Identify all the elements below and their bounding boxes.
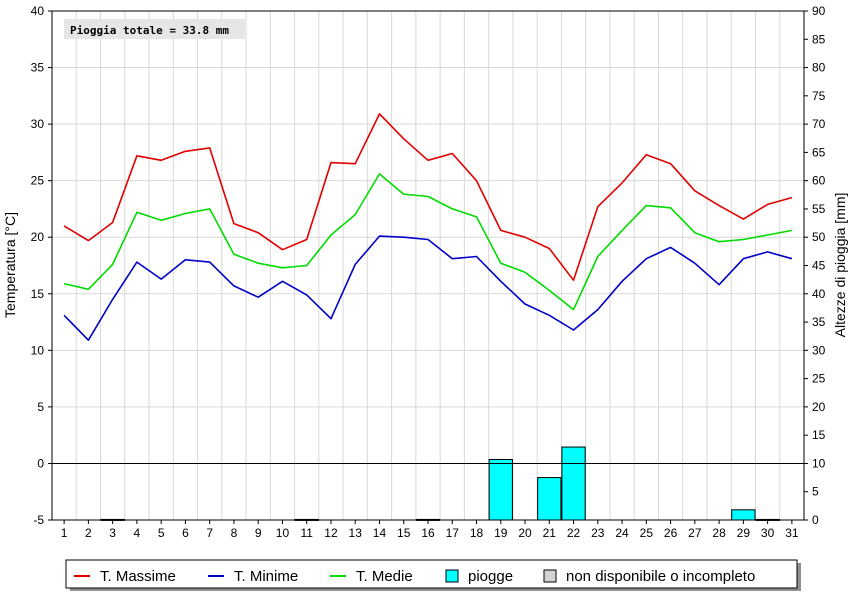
x-tick-label: 18	[470, 526, 484, 540]
x-tick-label: 24	[615, 526, 629, 540]
rain-bar-day-19	[488, 458, 513, 521]
x-tick-label: 12	[324, 526, 338, 540]
rain-total-annotation: Pioggia totale = 33.8 mm	[64, 19, 245, 39]
right-tick-label: 90	[812, 4, 826, 18]
x-tick-label: 30	[761, 526, 775, 540]
right-tick-label: 35	[812, 315, 826, 329]
legend-label: T. Minime	[234, 568, 298, 585]
right-tick-label: 15	[812, 428, 826, 442]
left-tick-label: 40	[31, 4, 45, 18]
legend: T. Massime T. Minime T. Medie piogge non dis…	[65, 559, 801, 591]
x-tick-label: 13	[349, 526, 363, 540]
x-tick-label: 19	[494, 526, 508, 540]
legend-label: T. Medie	[356, 568, 413, 585]
series-line-tminime	[63, 235, 793, 342]
right-tick-label: 50	[812, 230, 826, 244]
left-axis-label: Temperatura [°C]	[2, 212, 18, 318]
legend-swatch-box	[543, 569, 557, 583]
x-tick-label: 5	[158, 526, 165, 540]
axes: -505101520253035400510152025303540455055…	[31, 4, 826, 540]
right-tick-label: 65	[812, 145, 826, 159]
series-line-tmassime	[63, 113, 793, 282]
right-tick-label: 55	[812, 202, 826, 216]
x-tick-label: 29	[737, 526, 751, 540]
left-tick-label: 30	[31, 117, 45, 131]
right-tick-label: 85	[812, 32, 826, 46]
right-tick-label: 40	[812, 287, 826, 301]
x-tick-label: 22	[567, 526, 581, 540]
x-tick-label: 10	[276, 526, 290, 540]
x-tick-label: 7	[206, 526, 213, 540]
x-tick-label: 11	[300, 526, 313, 540]
right-tick-label: 70	[812, 117, 826, 131]
series-line-tmedie	[63, 173, 793, 311]
x-tick-label: 16	[421, 526, 435, 540]
rain-bar-day-22	[561, 446, 586, 521]
series-lines	[63, 113, 793, 342]
legend-label: piogge	[468, 568, 513, 585]
x-tick-label: 4	[134, 526, 141, 540]
right-tick-label: 45	[812, 259, 826, 273]
left-tick-label: 35	[31, 61, 45, 75]
x-tick-label: 6	[182, 526, 189, 540]
rain-total-text: Pioggia totale = 33.8 mm	[70, 24, 229, 37]
right-tick-label: 80	[812, 61, 826, 75]
x-tick-label: 20	[518, 526, 532, 540]
right-axis-label: Altezze di pioggia [mm]	[832, 193, 848, 338]
right-tick-label: 20	[812, 400, 826, 414]
rain-bar-day-29	[731, 509, 756, 521]
x-tick-label: 25	[640, 526, 654, 540]
x-tick-label: 9	[255, 526, 262, 540]
x-tick-label: 1	[61, 526, 68, 540]
left-tick-label: 10	[31, 343, 45, 357]
x-tick-label: 27	[688, 526, 702, 540]
right-tick-label: 10	[812, 456, 826, 470]
right-tick-label: 0	[812, 513, 819, 527]
left-tick-label: -5	[33, 513, 44, 527]
right-tick-label: 60	[812, 174, 826, 188]
right-tick-label: 30	[812, 343, 826, 357]
right-tick-label: 25	[812, 372, 826, 386]
left-tick-label: 0	[37, 456, 44, 470]
right-tick-label: 5	[812, 485, 819, 499]
x-tick-label: 14	[373, 526, 387, 540]
x-tick-label: 26	[664, 526, 678, 540]
x-tick-label: 23	[591, 526, 605, 540]
grid-layer	[52, 11, 804, 520]
legend-box	[65, 559, 798, 589]
x-tick-label: 2	[85, 526, 92, 540]
x-tick-label: 3	[109, 526, 116, 540]
rain-bar-day-21	[537, 477, 562, 521]
x-tick-label: 17	[446, 526, 460, 540]
left-tick-label: 15	[31, 287, 45, 301]
plot-background	[52, 11, 804, 520]
x-tick-label: 8	[231, 526, 238, 540]
x-tick-label: 21	[543, 526, 557, 540]
x-tick-label: 15	[397, 526, 411, 540]
x-tick-label: 28	[712, 526, 726, 540]
x-tick-label: 31	[785, 526, 799, 540]
left-tick-label: 5	[37, 400, 44, 414]
left-tick-label: 20	[31, 230, 45, 244]
right-tick-label: 75	[812, 89, 826, 103]
left-tick-label: 25	[31, 174, 45, 188]
legend-label: non disponibile o incompleto	[566, 568, 755, 585]
legend-swatch-box	[445, 569, 459, 583]
legend-label: T. Massime	[100, 568, 176, 585]
